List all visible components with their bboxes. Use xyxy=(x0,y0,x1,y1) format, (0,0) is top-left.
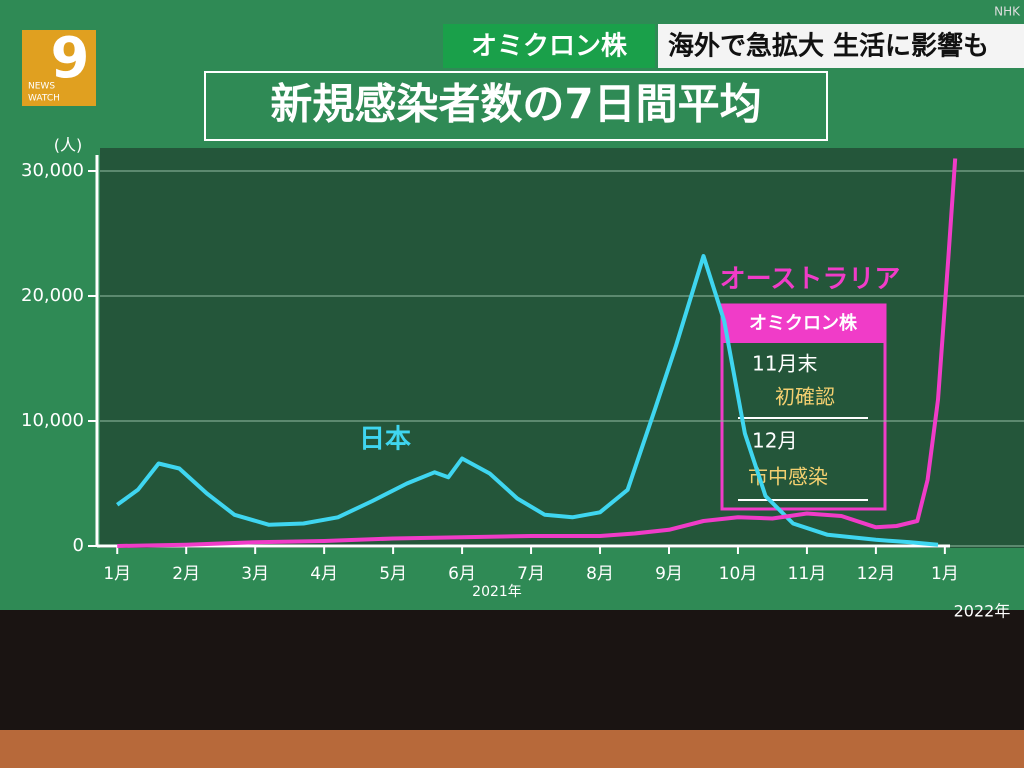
x-tick-label: 7月 xyxy=(517,564,545,584)
series-label: 日本 xyxy=(359,425,411,455)
x-tick-label: 11月 xyxy=(788,564,827,584)
annotation-text: 11月末 xyxy=(752,352,817,376)
annotation-text: 12月 xyxy=(752,429,797,453)
table xyxy=(0,730,1024,768)
x-tick-label: 9月 xyxy=(655,564,683,584)
annotation-text: 初確認 xyxy=(775,385,835,409)
banner-tag: オミクロン株 xyxy=(471,32,628,62)
x-tick-label: 1月 xyxy=(931,564,959,584)
y-tick-label: 20,000 xyxy=(21,285,84,306)
banner-headline: 海外で急拡大 生活に影響も xyxy=(668,31,989,62)
tv-bezel xyxy=(0,610,1024,730)
y-tick-label: 10,000 xyxy=(21,410,84,431)
annotation-title: オミクロン株 xyxy=(749,312,858,334)
series-label: オーストラリア xyxy=(720,265,901,295)
banner-tag-box xyxy=(443,24,655,68)
chart-title: 新規感染者数の7日間平均 xyxy=(270,80,761,129)
x-tick-label: 10月 xyxy=(719,564,758,584)
x-tick-label: 1月 xyxy=(103,564,131,584)
year-label: 2021年 xyxy=(472,584,522,600)
data-line xyxy=(116,254,939,547)
x-tick-label: 8月 xyxy=(586,564,614,584)
logo-text: WATCH xyxy=(28,94,60,104)
plot: 0 10,000 20,000 30,000 1月 2月 3月 4月 5月 6月 7月 8月 9月 10月… xyxy=(21,155,1024,584)
logo-number: 9 xyxy=(51,26,90,91)
banner-headline-box xyxy=(658,24,1024,68)
y-unit: (人) xyxy=(54,136,83,155)
data-line xyxy=(117,158,958,548)
y-tick-label: 0 xyxy=(73,535,84,556)
x-tick-label: 2月 xyxy=(172,564,200,584)
year-label: 2022年 xyxy=(954,602,1011,621)
title-box xyxy=(204,71,828,141)
x-tick-label: 12月 xyxy=(857,564,896,584)
annotation-header xyxy=(722,305,885,343)
channel: NHK xyxy=(994,5,1021,19)
x-tick-label: 3月 xyxy=(241,564,269,584)
logo-text: NEWS xyxy=(28,82,55,92)
x-tick-label: 5月 xyxy=(379,564,407,584)
x-tick-label: 6月 xyxy=(448,564,476,584)
y-tick-label: 30,000 xyxy=(21,160,84,181)
x-tick-label: 4月 xyxy=(310,564,338,584)
logo-box xyxy=(22,30,96,106)
